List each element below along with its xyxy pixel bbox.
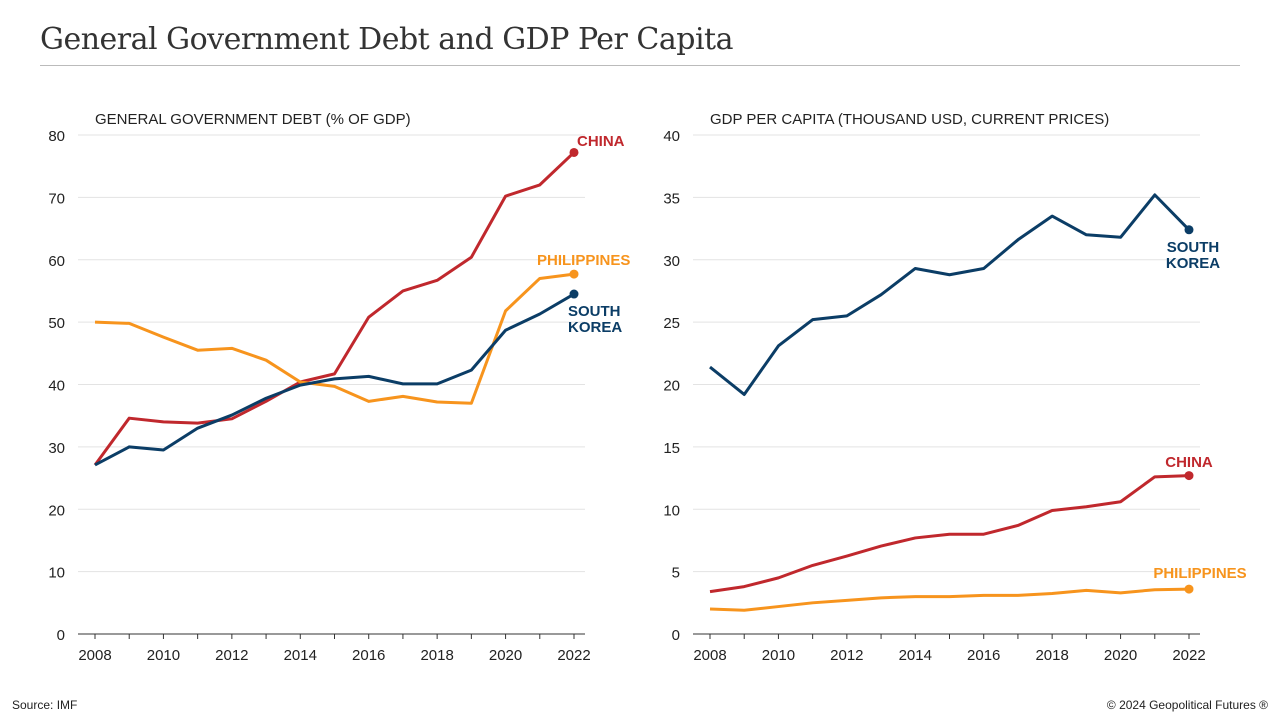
x-tick-label: 2022	[1172, 647, 1205, 664]
x-tick-label: 2018	[1035, 647, 1068, 664]
series-label: PHILIPPINES	[1153, 565, 1246, 582]
series-label: KOREA	[1166, 255, 1220, 272]
x-tick-label: 2014	[899, 647, 932, 664]
x-tick-label: 2010	[762, 647, 795, 664]
end-point	[1184, 584, 1194, 594]
series-label: PHILIPPINES	[537, 252, 630, 269]
y-tick-label: 0	[57, 627, 65, 644]
y-tick-label: 30	[48, 440, 65, 457]
x-tick-label: 2020	[1104, 647, 1137, 664]
series-label: CHINA	[1165, 454, 1213, 471]
y-tick-label: 10	[48, 565, 65, 582]
end-point	[569, 147, 579, 157]
series-line-philippines	[709, 587, 1190, 612]
y-tick-label: 10	[663, 502, 680, 519]
series-label: CHINA	[577, 133, 625, 150]
y-tick-label: 40	[663, 128, 680, 145]
chart-title: GENERAL GOVERNMENT DEBT (% OF GDP)	[95, 111, 411, 128]
x-tick-label: 2010	[147, 647, 180, 664]
series-line-china	[93, 151, 576, 466]
y-tick-label: 80	[48, 128, 65, 145]
x-tick-label: 2016	[352, 647, 385, 664]
end-point	[569, 269, 579, 279]
y-tick-label: 70	[48, 190, 65, 207]
x-tick-label: 2016	[967, 647, 1000, 664]
title-divider	[40, 65, 1240, 66]
series-line-south-korea	[709, 193, 1191, 396]
copyright: © 2024 Geopolitical Futures ®	[1106, 698, 1268, 712]
end-point	[1184, 471, 1194, 481]
y-tick-label: 30	[663, 253, 680, 270]
end-point	[569, 289, 579, 299]
x-tick-label: 2018	[420, 647, 453, 664]
series-line-south-korea	[94, 292, 575, 467]
y-tick-label: 35	[663, 190, 680, 207]
y-tick-label: 0	[672, 627, 680, 644]
y-tick-label: 15	[663, 440, 680, 457]
x-tick-label: 2008	[693, 647, 726, 664]
x-tick-label: 2022	[557, 647, 590, 664]
y-tick-label: 25	[663, 315, 680, 332]
y-tick-label: 60	[48, 253, 65, 270]
series-label: KOREA	[568, 319, 622, 336]
x-tick-label: 2020	[489, 647, 522, 664]
series-line-china	[709, 474, 1190, 594]
y-tick-label: 20	[48, 502, 65, 519]
source-note: Source: IMF	[12, 698, 78, 712]
x-tick-label: 2012	[830, 647, 863, 664]
series-label: SOUTH	[1167, 239, 1220, 256]
page-title: General Government Debt and GDP Per Capi…	[40, 22, 734, 57]
x-tick-label: 2008	[78, 647, 111, 664]
series-line-philippines	[94, 272, 575, 405]
y-tick-label: 50	[48, 315, 65, 332]
end-point	[1184, 225, 1194, 235]
y-tick-label: 40	[48, 378, 65, 395]
chart-panel-1: GENERAL GOVERNMENT DEBT (% OF GDP) 0 10 20 3…	[48, 111, 630, 664]
chart-title: GDP PER CAPITA (THOUSAND USD, CURRENT PR…	[710, 111, 1109, 128]
x-tick-label: 2014	[284, 647, 317, 664]
chart-panel-2: GDP PER CAPITA (THOUSAND USD, CURRENT PR…	[663, 111, 1246, 664]
series-label: SOUTH	[568, 303, 621, 320]
y-tick-label: 5	[672, 565, 680, 582]
y-tick-label: 20	[663, 378, 680, 395]
x-tick-label: 2012	[215, 647, 248, 664]
